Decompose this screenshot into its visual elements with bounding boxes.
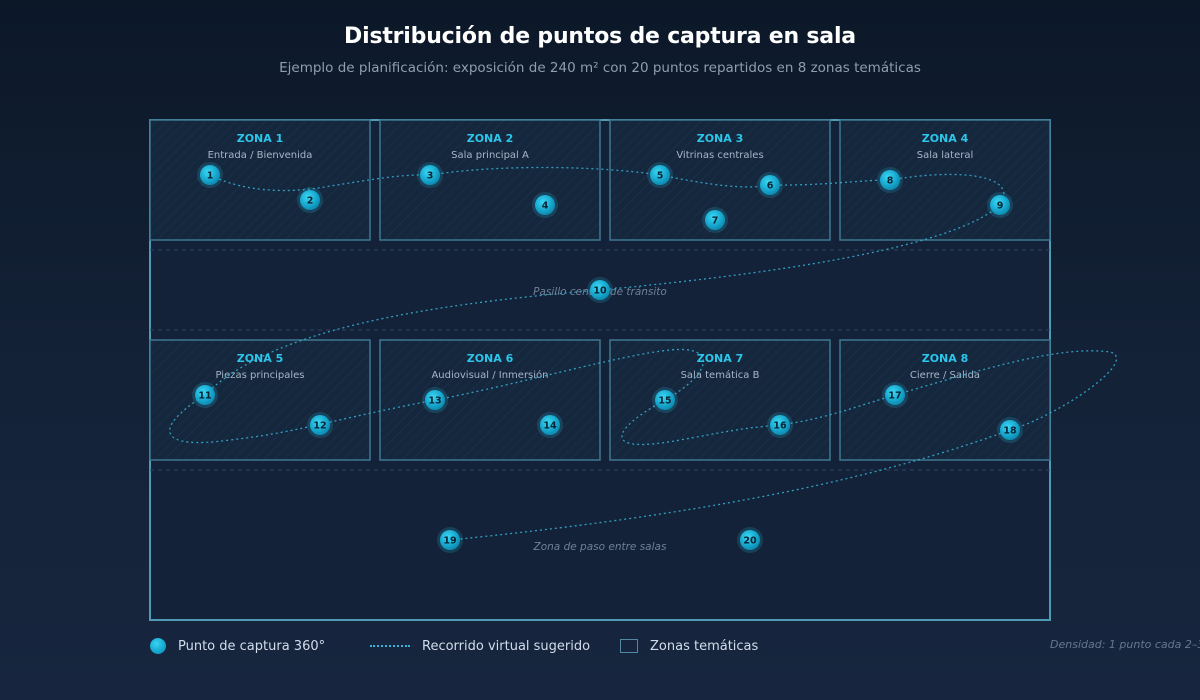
capture-point-label: 9 [997, 201, 1004, 212]
virtual-route [169, 166, 1118, 541]
corridor-separators [150, 249, 1050, 471]
capture-point-7[interactable]: 7 [702, 207, 728, 233]
capture-point-label: 2 [307, 196, 314, 207]
capture-point-label: 17 [888, 391, 901, 402]
zone-7[interactable]: ZONA 7 Sala temática B [609, 339, 831, 461]
capture-point-16[interactable]: 16 [767, 412, 793, 438]
capture-point-label: 1 [207, 171, 214, 182]
zone-3-label: ZONA 3 [697, 132, 744, 145]
density-note: Densidad: 1 punto cada 2–3 m² [1050, 638, 1200, 651]
legend-zones-label: Zonas temáticas [650, 638, 759, 654]
capture-point-10[interactable]: 10 [587, 277, 613, 303]
capture-point-label: 18 [1003, 426, 1017, 437]
zone-6-name: Audiovisual / Inmersión [431, 369, 548, 381]
zone-1-name: Entrada / Bienvenida [208, 150, 313, 161]
zone-3-name: Vitrinas centrales [676, 150, 763, 161]
page-subtitle: Ejemplo de planificación: exposición de … [279, 60, 921, 76]
capture-point-label: 6 [767, 181, 774, 192]
zone-7-name: Sala temática B [681, 369, 760, 381]
capture-point-14[interactable]: 14 [537, 412, 563, 438]
capture-point-label: 5 [657, 171, 664, 182]
zone-1-label: ZONA 1 [237, 132, 284, 145]
zone-8-label: ZONA 8 [922, 352, 969, 365]
capture-point-5[interactable]: 5 [647, 162, 673, 188]
capture-point-label: 11 [198, 391, 211, 402]
zone-2-name: Sala principal A [451, 150, 529, 161]
capture-point-19[interactable]: 19 [437, 527, 463, 553]
capture-point-2[interactable]: 2 [297, 187, 323, 213]
legend-route: Recorrido virtual sugerido [370, 636, 590, 656]
capture-point-label: 19 [443, 536, 456, 547]
zone-6-label: ZONA 6 [467, 352, 514, 365]
dotted-route-icon [370, 645, 410, 647]
capture-point-icon [150, 638, 166, 654]
zone-5-label: ZONA 5 [237, 352, 284, 365]
capture-point-20[interactable]: 20 [737, 527, 763, 553]
capture-point-label: 13 [428, 396, 441, 407]
capture-point-label: 8 [887, 176, 894, 187]
capture-point-label: 4 [542, 201, 549, 212]
capture-point-12[interactable]: 12 [307, 412, 333, 438]
zone-box-icon [620, 639, 638, 653]
legend-point: Punto de captura 360° [150, 636, 325, 656]
capture-point-4[interactable]: 4 [532, 192, 558, 218]
capture-point-9[interactable]: 9 [987, 192, 1013, 218]
zone-2[interactable]: ZONA 2 Sala principal A [379, 119, 601, 241]
page-title: Distribución de puntos de captura en sal… [344, 24, 856, 49]
capture-point-label: 12 [313, 421, 326, 432]
capture-point-label: 3 [427, 171, 434, 182]
zone-2-label: ZONA 2 [467, 132, 514, 145]
capture-point-3[interactable]: 3 [417, 162, 443, 188]
zone-4-name: Sala lateral [917, 150, 974, 161]
capture-point-label: 10 [593, 286, 607, 297]
zone-8-name: Cierre / Salida [910, 370, 980, 381]
capture-point-1[interactable]: 1 [197, 162, 223, 188]
zone-8[interactable]: ZONA 8 Cierre / Salida [839, 339, 1051, 461]
capture-point-label: 15 [658, 396, 671, 407]
capture-point-label: 7 [712, 216, 719, 227]
corridor-bottom-label: Zona de paso entre salas [533, 541, 667, 553]
zone-6[interactable]: ZONA 6 Audiovisual / Inmersión [379, 339, 601, 461]
legend-route-label: Recorrido virtual sugerido [422, 638, 591, 654]
legend-zones: Zonas temáticas [620, 636, 758, 656]
zone-7-label: ZONA 7 [697, 352, 744, 365]
capture-point-label: 20 [743, 536, 757, 547]
zone-4-label: ZONA 4 [922, 132, 969, 145]
capture-point-17[interactable]: 17 [882, 382, 908, 408]
zone-5-name: Piezas principales [216, 370, 305, 381]
capture-point-label: 14 [543, 421, 557, 432]
capture-point-18[interactable]: 18 [997, 417, 1023, 443]
capture-point-6[interactable]: 6 [757, 172, 783, 198]
capture-point-label: 16 [773, 421, 787, 432]
legend-point-label: Punto de captura 360° [178, 638, 326, 654]
capture-point-8[interactable]: 8 [877, 167, 903, 193]
zone-1[interactable]: ZONA 1 Entrada / Bienvenida [149, 119, 371, 241]
zone-5[interactable]: ZONA 5 Piezas principales [149, 339, 371, 461]
capture-point-15[interactable]: 15 [652, 387, 678, 413]
capture-point-11[interactable]: 11 [192, 382, 218, 408]
capture-point-13[interactable]: 13 [422, 387, 448, 413]
